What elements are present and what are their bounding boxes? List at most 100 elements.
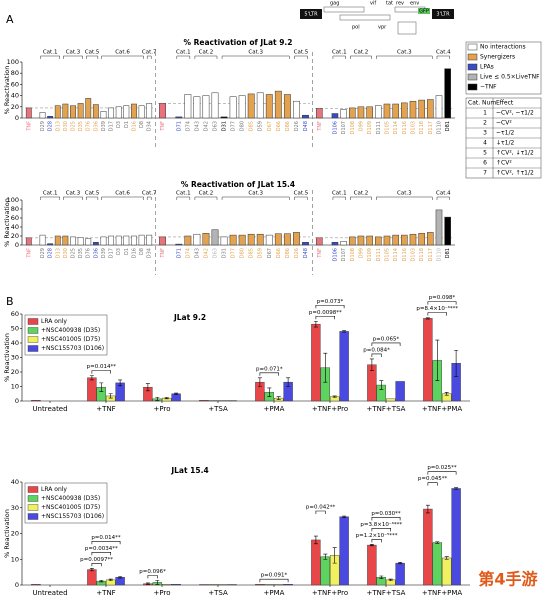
p-value-label: p=3.8×10⁻⁶***: [360, 521, 402, 528]
category-label: Cat.3: [248, 50, 263, 56]
p-value-label: p=0.014**: [91, 535, 121, 541]
legend-swatch: [27, 318, 39, 325]
bar-label: D35: [78, 121, 84, 131]
bar: [25, 237, 32, 246]
category-label: Cat.5: [294, 191, 309, 197]
bar-label: D17: [109, 248, 115, 258]
y-tick-label: 40: [11, 223, 19, 231]
legend-swatch: [467, 53, 478, 61]
error-bar: [313, 535, 318, 545]
error-bar: [145, 383, 150, 392]
x-tick-label: +PMA: [264, 405, 285, 413]
category-label: Cat.3: [66, 191, 81, 197]
table-header: Cat. Num: [468, 100, 496, 107]
bar: [442, 557, 452, 586]
bar-label: D34: [147, 248, 153, 258]
category-bracket: [146, 55, 152, 59]
p-value-label: p=0.084*: [363, 347, 390, 353]
significance-bracket: [427, 312, 448, 316]
x-tick-label: +TNF: [96, 405, 115, 413]
bar: [184, 94, 192, 119]
bar-label: D77: [231, 121, 237, 131]
error-bar: [323, 553, 328, 560]
bar-label: D39: [101, 121, 107, 131]
y-tick-label: 20: [11, 232, 19, 240]
bar-label: D66: [276, 248, 282, 258]
bar: [238, 95, 246, 119]
legend-label: +NSC155703 (D106): [41, 345, 104, 352]
bar-label: D105: [384, 248, 390, 261]
bar: [146, 234, 153, 246]
bar: [131, 103, 137, 119]
bar-label: D108: [350, 248, 356, 261]
bar: [159, 236, 166, 246]
bar: [115, 577, 125, 586]
category-label: Cat.1: [43, 191, 58, 197]
x-tick-label: +TNF+TSA: [367, 405, 406, 413]
bar: [171, 584, 181, 586]
y-tick-label: 0: [15, 114, 19, 122]
error-bar: [89, 567, 94, 572]
bar: [220, 116, 228, 119]
table-header: Effect: [496, 100, 514, 107]
legend-label: −TNF: [480, 84, 497, 91]
bar-label: D71: [176, 121, 182, 131]
bar: [316, 237, 323, 246]
bar-label: D77: [231, 248, 237, 258]
bar-label: D16: [131, 248, 137, 258]
legend-label: No interactions: [480, 44, 526, 51]
bar: [208, 584, 218, 586]
bar: [283, 584, 293, 586]
bar: [211, 92, 219, 119]
p-value-label: p=0.098*: [429, 295, 456, 301]
bar: [218, 584, 228, 586]
error-bar: [276, 396, 281, 400]
bar: [193, 96, 201, 119]
error-bar: [99, 382, 104, 392]
bar-label: D74: [185, 121, 191, 131]
bar-label: D105: [384, 121, 390, 134]
bar-label: D28: [48, 121, 54, 131]
bar: [47, 243, 54, 246]
category-bracket: [376, 55, 433, 59]
table-cell: ↑CV², ↓τ1/2: [496, 150, 534, 157]
category-label: Cat.1: [332, 191, 347, 197]
error-bar: [369, 358, 374, 371]
category-label: Cat.3: [397, 50, 412, 56]
error-bar: [323, 352, 328, 383]
bar: [274, 584, 284, 586]
category-bracket: [85, 196, 99, 200]
error-bar: [174, 392, 179, 395]
bar: [375, 105, 382, 119]
bar: [199, 400, 209, 402]
legend-swatch: [27, 504, 39, 511]
ltr-box: [432, 9, 454, 19]
bar-label: D26: [294, 248, 300, 258]
bar-label: TNF: [317, 121, 323, 132]
bar: [418, 233, 425, 246]
bar: [159, 103, 166, 119]
bar-label: D29: [40, 121, 46, 131]
bar: [31, 584, 41, 586]
bar: [25, 107, 32, 119]
bar-label: D63: [213, 248, 219, 258]
legend-label: Synergizers: [480, 54, 515, 61]
genome-diagram: 5'LTR gag pol vif vpr tat rev env GFP 3'…: [300, 1, 454, 35]
bar: [274, 233, 282, 246]
bar-label: D80: [240, 248, 246, 258]
bar: [340, 241, 347, 246]
bar: [87, 377, 97, 402]
bar-label: D107: [341, 248, 347, 261]
bar-label: D99: [358, 121, 364, 131]
genome-label: GFP: [419, 9, 429, 15]
bar: [451, 488, 461, 586]
bar: [444, 68, 451, 119]
table-cell: ~CV², ~τ1/2: [496, 110, 534, 117]
error-bar: [108, 393, 113, 399]
category-bracket: [85, 55, 99, 59]
bar-label: D103: [410, 121, 416, 134]
significance-bracket: [91, 540, 121, 545]
category-label: Cat.2: [199, 191, 214, 197]
bar: [199, 584, 209, 586]
